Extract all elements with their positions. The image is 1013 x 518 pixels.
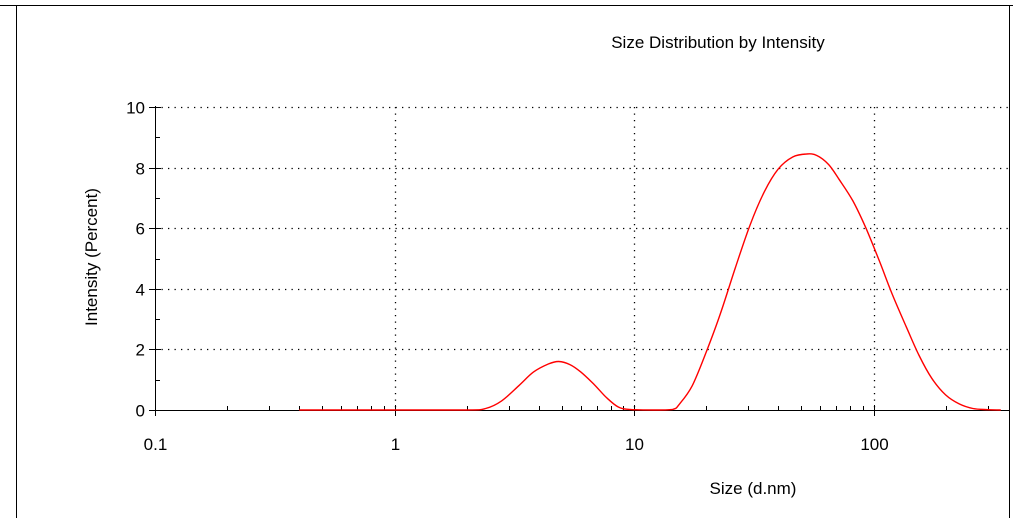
y-tick-label: 6 (136, 220, 145, 239)
y-axis-title: Intensity (Percent) (82, 188, 101, 326)
y-ticks: 0 2 4 6 8 10 (126, 99, 161, 421)
x-tick-label: 10 (625, 435, 644, 454)
x-tick-label: 0.1 (144, 435, 168, 454)
x-tick-label: 1 (391, 435, 400, 454)
y-tick-label: 10 (126, 99, 145, 118)
x-tick-label: 100 (860, 435, 888, 454)
y-tick-label: 2 (136, 341, 145, 360)
axes (155, 106, 1009, 411)
chart-title: Size Distribution by Intensity (611, 33, 825, 52)
x-axis-title: Size (d.nm) (710, 479, 797, 498)
series-group (299, 153, 1001, 411)
series-line-0 (299, 153, 1001, 411)
y-tick-label: 0 (136, 402, 145, 421)
grid (155, 106, 1009, 410)
x-ticks: 0.1 1 10 100 (144, 405, 989, 454)
y-tick-label: 8 (136, 160, 145, 179)
y-tick-label: 4 (136, 281, 145, 300)
